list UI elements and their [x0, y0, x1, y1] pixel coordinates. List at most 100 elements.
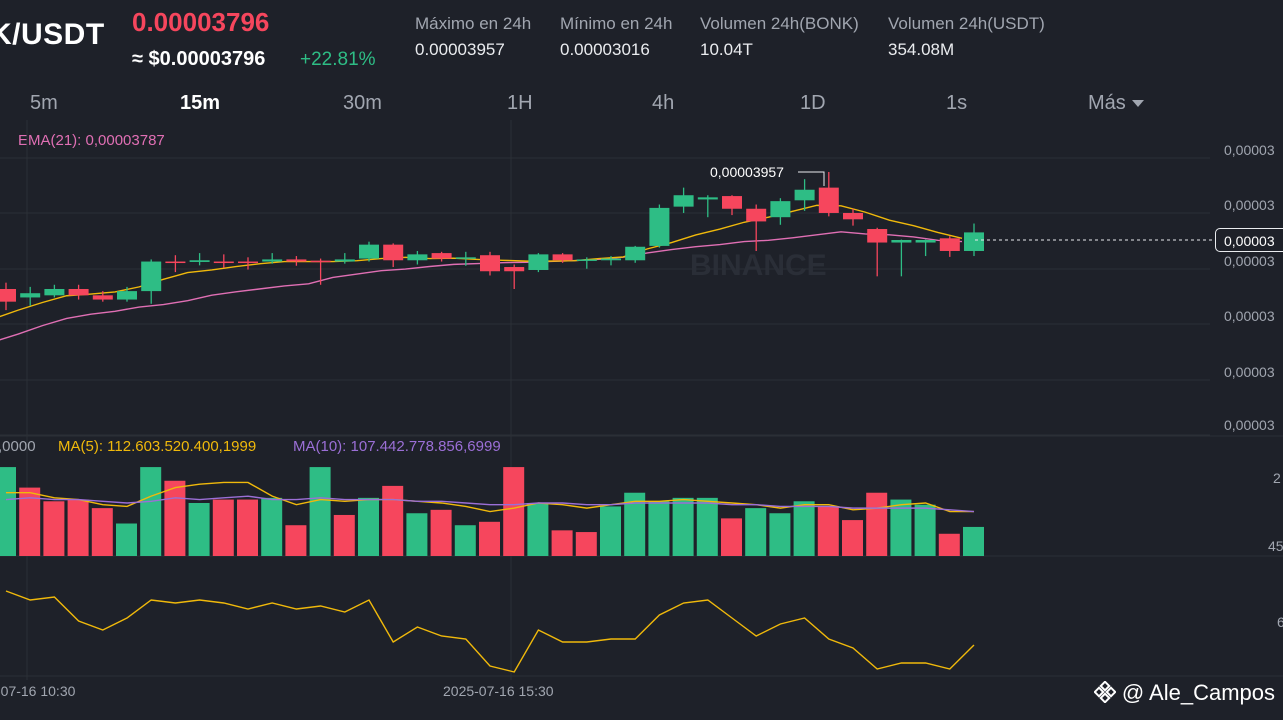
vol-ma5-line — [6, 481, 974, 513]
time-axis-label: 2025-07-16 15:30 — [443, 683, 554, 699]
watermark-text: @ Ale_Campos — [1121, 680, 1275, 705]
chart-grid — [0, 120, 1283, 680]
vol-ma10-line — [5, 495, 975, 513]
candle-body — [939, 238, 960, 251]
current-price-tag: 0,00003 — [1215, 228, 1283, 252]
tab-4h[interactable]: 4h — [652, 92, 675, 114]
volume-bar — [696, 497, 718, 556]
price-axis-label: 0,00003 — [1224, 197, 1275, 213]
caret-down-icon — [1131, 100, 1144, 108]
tab-30m[interactable]: 30m — [343, 92, 382, 114]
volume-bar — [406, 513, 428, 556]
volume-bar — [600, 506, 621, 556]
candle-body — [262, 259, 283, 262]
volume-bars — [0, 467, 984, 556]
high-marker-line — [798, 171, 825, 186]
annotations: 0,00003957 — [710, 164, 1215, 241]
price-axis-label: 0,00003 — [1224, 364, 1275, 380]
volume-bar — [261, 497, 283, 556]
volume-bar — [842, 520, 863, 556]
candle-body — [673, 195, 694, 207]
tab-1h[interactable]: 1H — [507, 92, 533, 114]
volume-bar — [503, 467, 525, 556]
volume-bar — [212, 499, 234, 556]
volume-bar — [164, 480, 186, 556]
more-timeframes-dropdown[interactable]: Más — [1088, 92, 1144, 115]
ema-legend: EMA(21): 0,00003787 — [18, 132, 165, 149]
volume-bar — [140, 467, 162, 556]
volume-axis-label: 45 — [1268, 538, 1283, 554]
volume-bar — [430, 509, 452, 556]
oscillator-line — [5, 590, 975, 673]
volume-axis-label: 2 — [1273, 470, 1281, 486]
trading-pair: K/USDT — [0, 18, 105, 51]
volume-bar — [333, 514, 355, 556]
price-change-percent: +22.81% — [300, 49, 376, 70]
candle-body — [504, 267, 525, 272]
tab-1s[interactable]: 1s — [946, 92, 968, 114]
author-watermark: @ Ale_Campos — [1093, 680, 1275, 706]
ma10-legend: MA(10): 107.442.778.856,6999 — [293, 438, 501, 455]
ma5-legend: MA(5): 112.603.520.400,1999 — [58, 438, 257, 455]
volume-bar — [938, 533, 960, 556]
volume-bar — [624, 492, 646, 556]
tab-1d[interactable]: 1D — [800, 92, 826, 114]
candle-body — [818, 187, 839, 213]
volume-bar — [479, 521, 500, 556]
candle-body — [891, 240, 912, 243]
high-marker-label: 0,00003957 — [710, 164, 784, 180]
candle-body — [165, 261, 186, 264]
candle-body — [334, 259, 355, 262]
candle-body — [722, 196, 742, 209]
volume-bar — [769, 513, 791, 556]
candle-body — [407, 254, 428, 261]
volume-bar — [188, 502, 210, 556]
candle-body — [843, 212, 863, 220]
candle-body — [964, 232, 984, 251]
candle-body — [455, 257, 476, 259]
candle-body — [794, 189, 815, 201]
candle-body — [552, 254, 573, 261]
volume-bar — [382, 485, 404, 556]
candle-body — [44, 288, 65, 296]
tab-5m[interactable]: 5m — [30, 92, 58, 114]
candle-body — [528, 254, 549, 270]
usd-price: ≈ $0.00003796 — [132, 48, 266, 70]
volume-bar — [914, 504, 936, 556]
volume-bar — [67, 499, 89, 556]
candle-body — [92, 295, 113, 300]
volume-bar — [648, 501, 670, 556]
candle-body — [601, 258, 621, 261]
candle-body — [238, 261, 258, 264]
price-axis-label: 0,00003 — [1224, 417, 1275, 433]
tab-15m[interactable]: 15m — [180, 92, 221, 114]
candle-body — [68, 288, 89, 296]
candle-body — [625, 246, 646, 261]
price-axis-label: 0,00003 — [1224, 308, 1275, 324]
candle-body — [20, 293, 41, 298]
volume-bar — [116, 523, 137, 556]
candle-body — [141, 261, 162, 292]
volume-bar — [91, 508, 113, 556]
candle-body — [189, 260, 210, 262]
more-label: Más — [1088, 92, 1126, 114]
volume-bar — [454, 525, 476, 556]
candle-body — [286, 259, 307, 262]
volume-quote-label: Volumen 24h(USDT) — [888, 14, 1045, 33]
low-24h-label: Mínimo en 24h — [560, 14, 673, 33]
candle-body — [746, 208, 767, 222]
candle-body — [867, 229, 888, 243]
candle-body — [117, 291, 137, 300]
volume-bar — [793, 501, 815, 556]
volume-bar — [0, 467, 16, 556]
volume-base-value: 10.04T — [700, 40, 753, 59]
volume-bar — [237, 499, 258, 556]
candle-body — [697, 197, 718, 200]
candle-body — [310, 260, 331, 263]
volume-base-label: Volumen 24h(BONK) — [700, 14, 859, 33]
binance-watermark: BINANCE — [690, 249, 827, 282]
candle-body — [915, 240, 936, 243]
candle-body — [770, 201, 791, 218]
oscillator-axis-label: 6 — [1277, 614, 1283, 630]
